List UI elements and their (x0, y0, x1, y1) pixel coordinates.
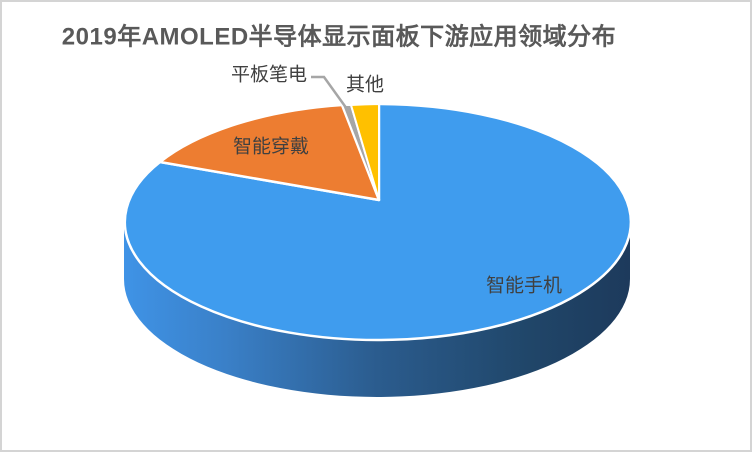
leader-line-tablet-laptop (311, 75, 349, 110)
slice-label-wearable: 智能穿戴 (232, 136, 310, 158)
pie-slice-smartphone (123, 102, 633, 342)
slice-label-smartphone: 智能手机 (485, 275, 563, 297)
pie-slice-other (350, 103, 380, 201)
slice-label-tablet-laptop: 平板笔电 (230, 64, 308, 86)
pie-slice-wearable (158, 103, 381, 202)
slice-label-other: 其他 (345, 74, 385, 96)
chart-title: 2019年AMOLED半导体显示面板下游应用领域分布 (61, 23, 617, 51)
pie-side-3d (124, 222, 630, 397)
